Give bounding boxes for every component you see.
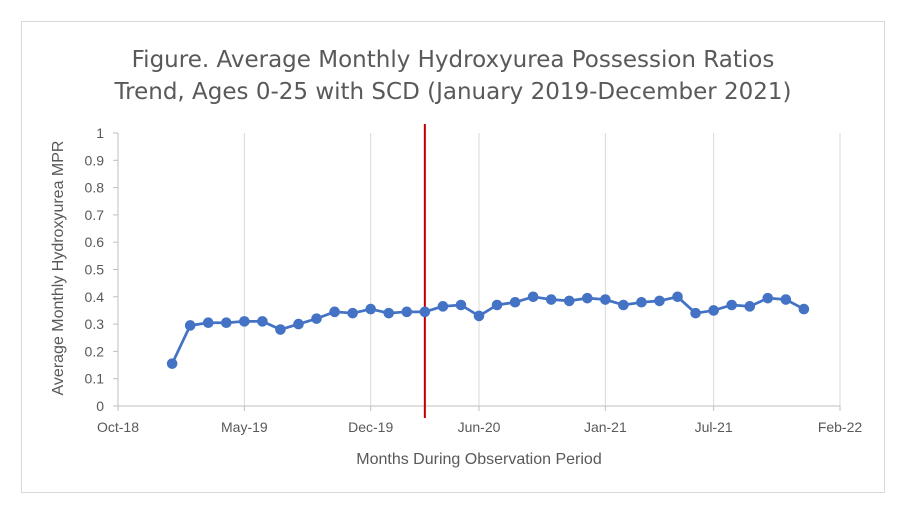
data-point (780, 294, 792, 305)
series-line (170, 295, 805, 365)
data-point (545, 294, 557, 305)
x-tick-labels: Oct-18 May-19 Dec-19 Jun-20 Jan-21 Jul-21 Feb-… (97, 419, 862, 435)
data-point (582, 292, 593, 304)
x-tick-label: Jan-21 (584, 419, 627, 435)
data-point (762, 292, 774, 304)
y-tick-label: 0.7 (85, 207, 105, 223)
y-tick-label: 1 (96, 125, 104, 141)
data-point (275, 324, 286, 335)
axes (113, 132, 841, 411)
chart-title-line-2: Trend, Ages 0-25 with SCD (January 2019-… (114, 79, 792, 105)
y-axis-label: Average Monthly Hydroxyurea MPR (50, 141, 67, 396)
data-point (437, 301, 449, 312)
data-point (184, 320, 196, 331)
x-tick-label: May-19 (221, 419, 268, 435)
data-point (491, 299, 503, 311)
data-point (383, 307, 395, 319)
data-point (726, 299, 738, 311)
x-tick-label: Feb-22 (818, 419, 863, 435)
data-point (293, 318, 304, 330)
chart-title: Figure. Average Monthly Hydroxyurea Poss… (21, 44, 885, 108)
data-point (311, 313, 322, 324)
y-tick-label: 0.6 (85, 234, 105, 250)
chart-frame (21, 21, 885, 493)
data-point (419, 306, 431, 318)
y-tick-label: 0.4 (85, 289, 105, 305)
chart-title-line-1: Figure. Average Monthly Hydroxyurea Poss… (131, 47, 775, 73)
data-point (654, 295, 665, 307)
data-point (636, 296, 647, 308)
data-point (257, 316, 268, 327)
gridlines (243, 133, 841, 406)
data-point (708, 305, 719, 316)
series-group (166, 291, 810, 369)
data-point (672, 291, 683, 303)
data-point (455, 299, 467, 311)
data-point (221, 317, 232, 329)
data-point (166, 358, 178, 369)
data-point (365, 303, 377, 315)
data-point (401, 306, 413, 318)
data-point (347, 307, 358, 319)
y-tick-label: 0 (96, 398, 104, 414)
x-tick-label: Oct-18 (97, 419, 139, 435)
data-point (744, 301, 756, 312)
y-tick-labels: 0 0.1 0.2 0.3 0.4 0.5 0.6 0.7 0.8 0.9 1 (85, 125, 105, 414)
data-point (509, 296, 521, 308)
y-tick-label: 0.5 (85, 262, 105, 278)
data-point (600, 294, 611, 305)
data-point (329, 306, 340, 318)
x-tick-label: Jul-21 (695, 419, 733, 435)
data-point (473, 310, 485, 322)
y-tick-label: 0.1 (85, 371, 105, 387)
data-point (527, 291, 539, 303)
x-tick-label: Jun-20 (458, 419, 501, 435)
y-tick-label: 0.2 (85, 343, 105, 359)
y-tick-label: 0.3 (85, 316, 105, 332)
data-point (239, 316, 250, 327)
y-tick-label: 0.9 (85, 152, 105, 168)
data-point (202, 317, 214, 329)
data-point (798, 303, 810, 315)
data-point (618, 299, 629, 311)
data-point (690, 307, 701, 319)
x-tick-label: Dec-19 (348, 419, 393, 435)
x-axis-label: Months During Observation Period (356, 451, 601, 468)
data-point (563, 295, 575, 307)
y-tick-label: 0.8 (85, 180, 105, 196)
